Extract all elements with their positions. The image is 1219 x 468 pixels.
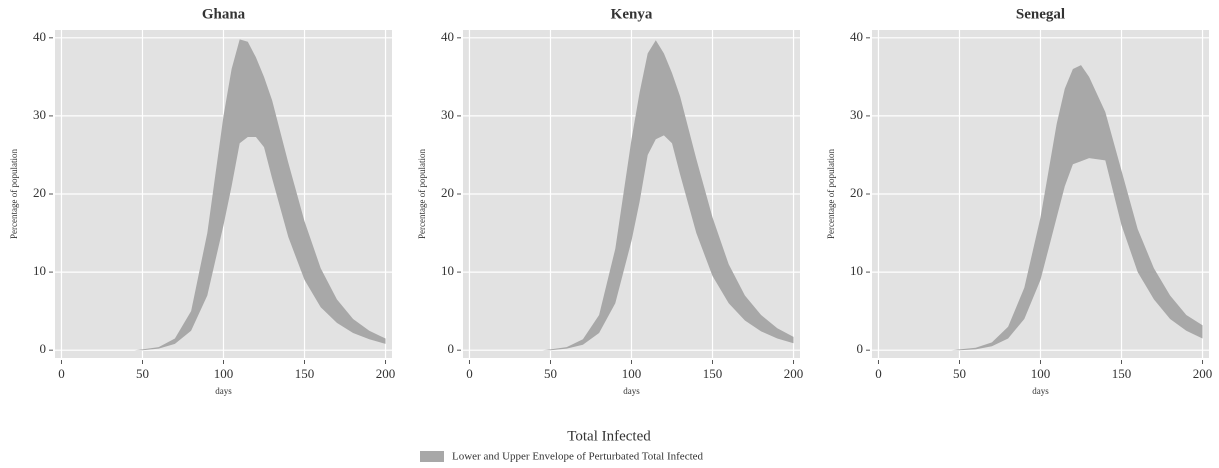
x-tick-label: 50 [544, 366, 557, 381]
x-tick-label: 100 [1031, 366, 1051, 381]
panel-title: Ghana [202, 6, 246, 22]
y-tick-label: 40 [441, 29, 454, 44]
x-tick-label: 50 [953, 366, 966, 381]
legend-swatch [420, 451, 444, 462]
y-axis-label: Percentage of population [417, 149, 427, 239]
y-tick-label: 40 [33, 29, 46, 44]
y-tick-label: 10 [850, 263, 863, 278]
x-tick-label: 150 [295, 366, 315, 381]
x-tick-label: 100 [622, 366, 642, 381]
x-tick-label: 0 [466, 366, 473, 381]
y-tick-label: 0 [448, 341, 455, 356]
envelope-band [134, 39, 386, 351]
y-tick-label: 20 [850, 185, 863, 200]
y-axis-label: Percentage of population [826, 149, 836, 239]
x-tick-label: 100 [214, 366, 234, 381]
y-tick-label: 20 [33, 185, 46, 200]
y-tick-label: 20 [441, 185, 454, 200]
panel-title: Kenya [611, 6, 653, 22]
y-axis-label: Percentage of population [9, 149, 19, 239]
x-tick-label: 50 [136, 366, 149, 381]
envelope-band [951, 65, 1203, 351]
y-tick-label: 10 [33, 263, 46, 278]
panel-title: Senegal [1016, 6, 1065, 22]
y-tick-label: 10 [441, 263, 454, 278]
y-tick-label: 30 [33, 107, 46, 122]
y-tick-label: 30 [850, 107, 863, 122]
x-tick-label: 0 [875, 366, 882, 381]
x-tick-label: 0 [58, 366, 65, 381]
y-tick-label: 0 [857, 341, 864, 356]
y-tick-label: 30 [441, 107, 454, 122]
x-tick-label: 150 [703, 366, 723, 381]
x-tick-label: 200 [1193, 366, 1213, 381]
envelope-band [542, 40, 794, 351]
x-axis-label: days [215, 386, 232, 396]
legend-title: Total Infected [567, 428, 651, 444]
x-tick-label: 150 [1112, 366, 1132, 381]
x-axis-label: days [623, 386, 640, 396]
x-axis-label: days [1032, 386, 1049, 396]
y-tick-label: 40 [850, 29, 863, 44]
legend-label: Lower and Upper Envelope of Perturbated … [452, 451, 704, 463]
x-tick-label: 200 [784, 366, 804, 381]
y-tick-label: 0 [40, 341, 47, 356]
x-tick-label: 200 [376, 366, 396, 381]
